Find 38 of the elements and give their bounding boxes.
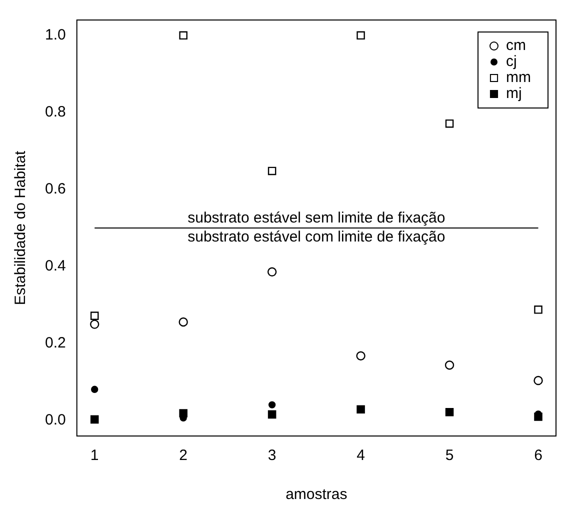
point <box>534 376 543 386</box>
x-tick-label: 2 <box>179 447 188 464</box>
annotation: substrato estável sem limite de fixação <box>188 210 446 227</box>
point <box>534 306 542 314</box>
point <box>90 320 100 329</box>
point <box>445 408 454 416</box>
x-tick-label: 5 <box>445 447 454 464</box>
point <box>445 119 454 128</box>
point <box>444 360 454 370</box>
point <box>356 31 365 40</box>
point <box>268 166 276 176</box>
point <box>356 405 365 414</box>
point <box>268 410 276 419</box>
y-tick-label: 1.0 <box>44 26 66 44</box>
y-tick-label: 0.2 <box>44 334 66 352</box>
y-tick-label: 0.0 <box>44 412 66 429</box>
y-tick-label: 0.8 <box>44 104 66 121</box>
point <box>356 351 366 360</box>
x-tick-label: 3 <box>268 447 276 464</box>
y-axis-title: Estabilidade do Habitat <box>12 150 30 306</box>
point <box>268 401 276 408</box>
legend-label: cj <box>506 53 517 70</box>
point <box>179 31 188 40</box>
x-axis-title: amostras <box>286 486 348 504</box>
point <box>91 386 98 393</box>
y-tick-label: 0.6 <box>44 180 66 198</box>
point <box>90 415 99 424</box>
y-tick-label: 0.4 <box>44 258 66 275</box>
point <box>178 317 188 327</box>
legend-label: mm <box>506 69 531 86</box>
x-tick-label: 6 <box>534 447 542 464</box>
x-tick-label: 4 <box>356 447 365 464</box>
point <box>90 312 99 320</box>
point <box>267 267 277 277</box>
annotation: substrato estável com limite de fixação <box>188 228 446 246</box>
legend-label: cm <box>506 37 526 54</box>
x-tick-label: 1 <box>90 447 99 464</box>
legend-label: mj <box>506 85 522 102</box>
